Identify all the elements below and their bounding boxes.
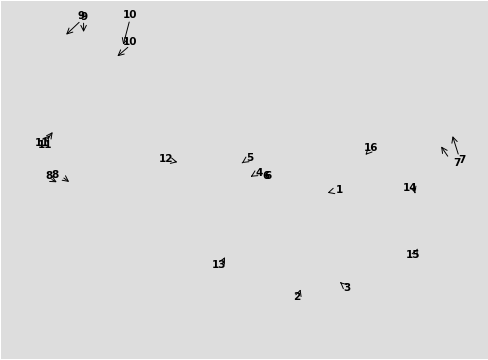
Text: 8: 8 <box>52 170 59 180</box>
Text: 7: 7 <box>457 155 464 165</box>
Circle shape <box>60 0 488 360</box>
Text: 11: 11 <box>35 139 49 148</box>
Circle shape <box>0 0 86 360</box>
Text: 1: 1 <box>335 185 343 195</box>
Text: 12: 12 <box>159 154 173 164</box>
Circle shape <box>0 0 25 360</box>
Text: 8: 8 <box>46 171 53 181</box>
Text: 15: 15 <box>405 250 419 260</box>
Text: 3: 3 <box>343 283 350 293</box>
Text: 13: 13 <box>211 260 226 270</box>
Polygon shape <box>402 180 429 209</box>
Polygon shape <box>322 47 353 126</box>
Circle shape <box>30 0 488 360</box>
Bar <box>176 12 363 173</box>
Text: 11: 11 <box>37 140 52 150</box>
Polygon shape <box>412 228 427 266</box>
Text: 14: 14 <box>402 183 417 193</box>
Text: 4: 4 <box>255 168 262 178</box>
Text: 10: 10 <box>122 10 137 20</box>
Polygon shape <box>103 99 488 360</box>
Text: 10: 10 <box>122 37 137 47</box>
Bar <box>15 12 149 173</box>
Text: 6: 6 <box>262 171 269 181</box>
Text: 9: 9 <box>78 11 84 21</box>
Text: 7: 7 <box>452 158 459 168</box>
Text: 6: 6 <box>264 171 271 181</box>
Polygon shape <box>195 47 259 130</box>
Bar <box>15 180 149 271</box>
Text: 9: 9 <box>80 12 87 22</box>
Text: 16: 16 <box>363 143 378 153</box>
Circle shape <box>0 0 88 360</box>
Text: 5: 5 <box>245 153 252 163</box>
Text: 2: 2 <box>292 292 300 302</box>
Bar <box>417 44 483 164</box>
